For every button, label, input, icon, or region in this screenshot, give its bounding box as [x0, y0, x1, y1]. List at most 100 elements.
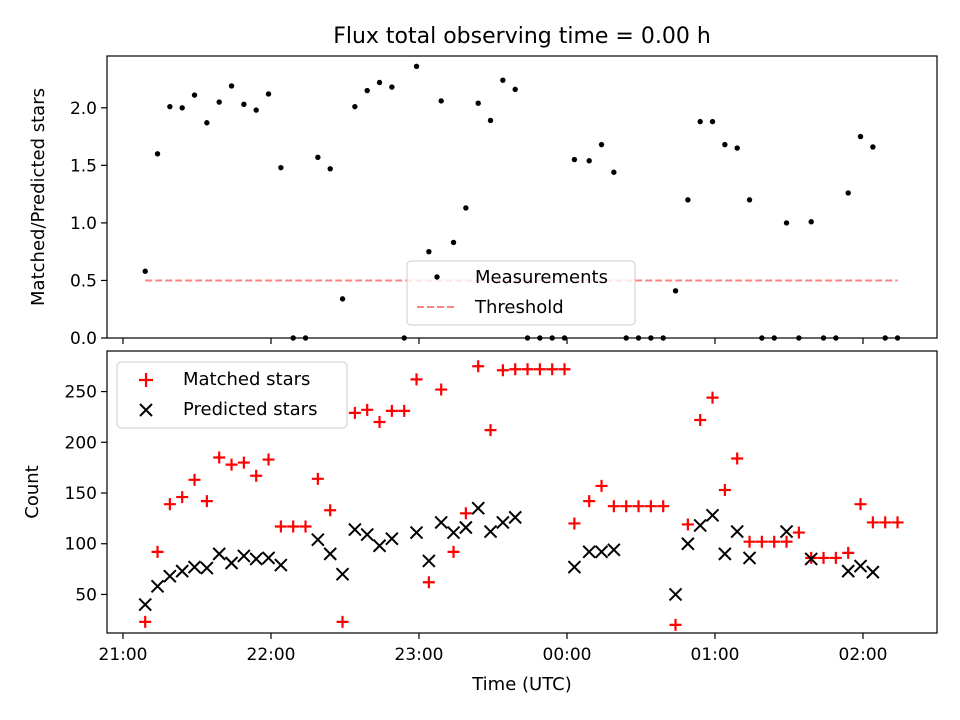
predicted-stars-point: [311, 532, 325, 547]
predicted-stars-point: [409, 525, 424, 540]
bottom-y-tick-label: 100: [65, 535, 97, 555]
bottom-x-tick-label: 21:00: [99, 645, 148, 665]
bottom-x-tick-label: 00:00: [543, 645, 592, 665]
matched-stars-point: [299, 520, 312, 533]
bottom-panel: Count Time (UTC) 50 100 150 200 250 21:00 22:0…: [22, 350, 938, 695]
top-axes-frame: [106, 55, 938, 339]
predicted-stars-point: [249, 552, 263, 566]
predicted-stars-point: [138, 597, 152, 612]
matched-stars-point: [854, 498, 867, 511]
matched-stars-point: [237, 456, 250, 469]
matched-stars-point: [632, 500, 645, 513]
predicted-stars-point: [237, 549, 251, 563]
predicted-stars-point: [200, 561, 214, 575]
predicted-stars-point: [323, 547, 337, 561]
measurement-point: [870, 144, 876, 150]
measurement-point: [438, 98, 444, 104]
measurement-point: [142, 268, 148, 274]
predicted-stars-point: [175, 564, 189, 578]
matched-stars-point: [509, 363, 522, 376]
predicted-stars-point: [422, 554, 436, 568]
predicted-stars-point: [693, 518, 707, 533]
predicted-stars-point: [866, 565, 880, 579]
predicted-stars-point: [705, 508, 720, 523]
legend-measurements-label: Measurements: [475, 267, 608, 288]
matched-stars-point: [398, 404, 411, 417]
matched-stars-point: [435, 383, 448, 396]
measurement-point: [611, 169, 617, 175]
measurement-point: [376, 79, 383, 86]
predicted-stars-point: [459, 520, 473, 535]
matched-stars-point: [706, 391, 719, 404]
matched-stars-point: [669, 618, 682, 631]
matched-stars-point: [311, 472, 324, 485]
predicted-stars-point: [446, 525, 461, 540]
predicted-stars-point: [434, 515, 448, 530]
measurement-point: [265, 91, 272, 97]
measurement-point: [253, 107, 259, 113]
top-legend: Measurements Threshold: [406, 260, 636, 326]
matched-stars-point: [373, 416, 386, 429]
predicted-stars-point: [681, 537, 695, 551]
predicted-stars-point: [274, 558, 288, 572]
predicted-stars-point: [496, 515, 510, 530]
measurement-point: [746, 197, 753, 203]
matched-stars-point: [755, 535, 768, 548]
matched-stars-point: [472, 360, 485, 373]
measurement-point: [216, 99, 222, 105]
legend-predicted-label: Predicted stars: [183, 399, 317, 420]
matched-stars-point: [657, 500, 670, 513]
matched-stars-point: [829, 551, 842, 564]
matched-stars-point: [731, 452, 744, 465]
matched-stars-point: [792, 526, 805, 539]
matched-stars-point: [891, 516, 904, 529]
predicted-stars-point: [853, 559, 868, 573]
measurement-point: [598, 141, 605, 148]
matched-stars-point: [533, 363, 546, 376]
matched-stars-point: [151, 545, 164, 558]
measurement-point: [571, 156, 578, 163]
measurement-point: [734, 145, 740, 151]
measurement-point: [500, 77, 506, 83]
legend-threshold-label: Threshold: [474, 297, 564, 318]
matched-stars-point: [410, 373, 423, 386]
measurement-point: [191, 92, 198, 98]
matched-stars-point: [484, 424, 497, 437]
measurement-point: [327, 166, 333, 172]
top-y-tick-label: 2.0: [70, 99, 97, 119]
measurement-point: [845, 190, 851, 196]
bottom-legend: Matched stars Predicted stars: [116, 361, 348, 429]
predicted-stars-point: [718, 547, 732, 561]
measurement-point: [389, 84, 395, 90]
matched-stars-point: [262, 453, 275, 466]
measurement-point: [364, 87, 370, 94]
legend-matched-label: Matched stars: [183, 369, 310, 390]
measurement-point: [426, 248, 432, 255]
measurement-point: [315, 154, 321, 160]
predicted-stars-point: [372, 539, 387, 553]
measurement-point: [487, 117, 494, 124]
measurement-point: [179, 105, 185, 111]
matched-stars-point: [336, 615, 349, 628]
bottom-x-tick-label: 23:00: [395, 645, 444, 665]
predicted-stars-point: [730, 524, 744, 539]
bottom-x-tick-label: 02:00: [839, 645, 888, 665]
matched-stars-point: [718, 483, 731, 496]
legend-predicted-marker: [139, 403, 153, 417]
measurement-point: [167, 103, 173, 110]
predicted-stars-point: [779, 524, 794, 539]
predicted-stars-point: [348, 522, 362, 537]
predicted-stars-point: [594, 545, 609, 559]
top-y-tick-label: 1.0: [70, 214, 97, 234]
matched-stars-point: [521, 363, 534, 376]
predicted-stars-point: [582, 545, 596, 559]
measurement-point: [339, 296, 346, 302]
bottom-x-tick-label: 01:00: [691, 645, 740, 665]
matched-stars-point: [459, 507, 472, 520]
predicted-stars-point: [508, 510, 522, 525]
top-y-axis-label: Matched/Predicted stars: [28, 88, 49, 306]
matched-stars-point: [447, 545, 460, 558]
matched-stars-point: [213, 451, 226, 464]
matched-stars-point: [558, 363, 571, 376]
